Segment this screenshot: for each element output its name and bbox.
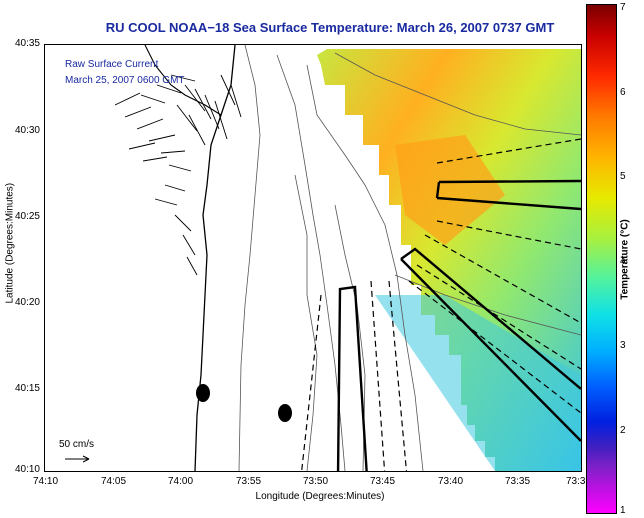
x-tick-label: 73:40 <box>438 476 464 487</box>
map-title: RU COOL NOAA−18 Sea Surface Temperature:… <box>105 20 555 35</box>
transects <box>301 138 581 471</box>
current-legend-line1: Raw Surface Current <box>65 59 159 70</box>
current-legend-line2: March 25, 2007 0600 GMT <box>65 75 185 86</box>
glider-marker-1 <box>196 384 210 402</box>
coastline <box>194 45 236 471</box>
x-tick-label: 74:05 <box>101 476 127 487</box>
x-axis-label: Longitude (Degrees:Minutes) <box>255 491 385 502</box>
x-tick-label: 73:45 <box>370 476 396 487</box>
y-axis-label: Latitude (Degrees:Minutes) <box>4 182 16 304</box>
colorbar-tick: 3 <box>620 340 626 351</box>
current-legend: Raw Surface Current March 25, 2007 0600 … <box>65 57 185 89</box>
colorbar-tick: 1 <box>620 505 626 516</box>
sst-cool-patch <box>375 295 581 471</box>
x-tick-label: 73:35 <box>505 476 531 487</box>
scale-label: 50 cm/s <box>59 439 95 450</box>
sst-warm-core <box>395 135 505 245</box>
bay-shore <box>144 45 222 116</box>
y-tick-label: 40:25 <box>14 211 40 222</box>
colorbar-tick: 7 <box>620 2 626 13</box>
colorbar-tick: 5 <box>620 171 626 182</box>
x-tick-label: 73:50 <box>303 476 329 487</box>
y-tick-label: 40:10 <box>14 464 40 475</box>
y-tick-label: 40:15 <box>14 383 40 394</box>
colorbar-tick: 6 <box>620 87 626 98</box>
current-vectors <box>114 74 242 276</box>
y-tick-label: 40:35 <box>14 38 40 49</box>
glider-marker-2 <box>278 404 292 422</box>
colorbar-tick: 4 <box>620 256 626 267</box>
colorbar-tick: 2 <box>620 425 626 436</box>
colorbar-label: Temperature (°C) <box>619 219 631 300</box>
sst-map <box>65 45 581 471</box>
y-tick-label: 40:20 <box>14 297 40 308</box>
x-tick-label: 73:3 <box>566 476 586 487</box>
bathymetry-contours <box>238 45 581 471</box>
y-tick-label: 40:30 <box>14 125 40 136</box>
temperature-colorbar <box>586 4 617 514</box>
x-tick-label: 74:00 <box>168 476 194 487</box>
x-tick-label: 74:10 <box>33 476 59 487</box>
map-area[interactable]: Raw Surface Current March 25, 2007 0600 … <box>44 44 582 472</box>
x-tick-label: 73:55 <box>236 476 262 487</box>
scale-arrow-head <box>82 455 90 463</box>
